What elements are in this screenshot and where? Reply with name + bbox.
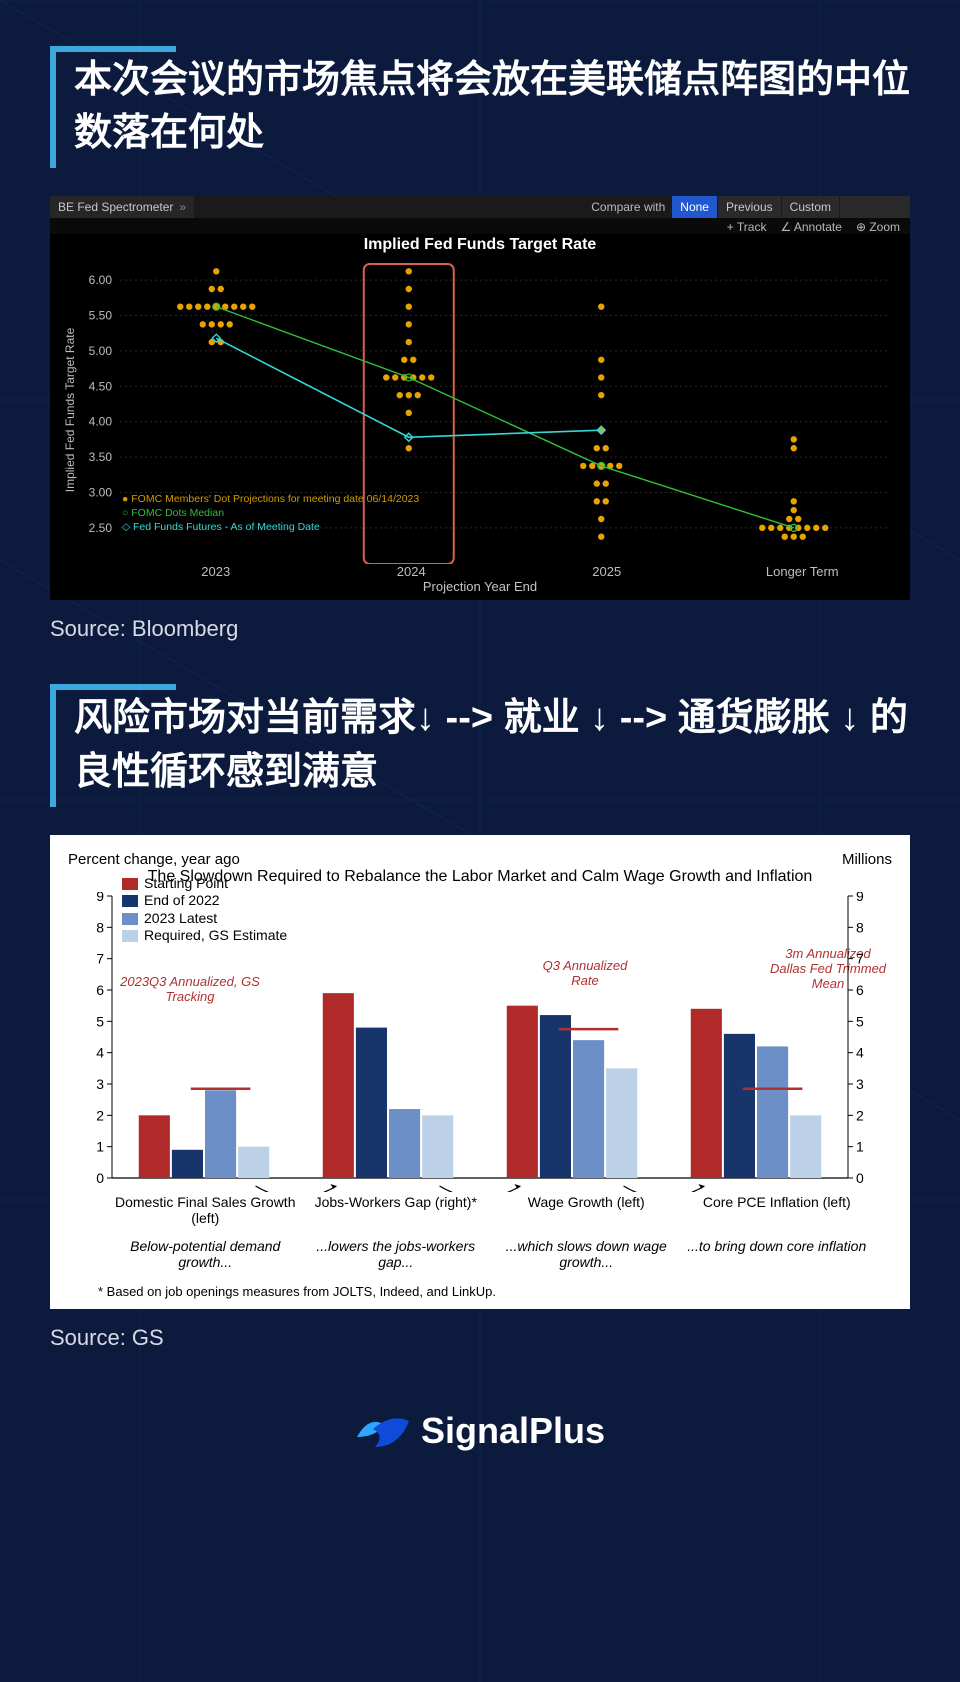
gs-sub-3: ...to bring down core inflation: [682, 1238, 873, 1270]
bb-xt-2024: 2024: [314, 564, 510, 579]
legend-fomc-dots: FOMC Members' Dot Projections for meetin…: [131, 493, 419, 505]
heading-accent-icon: [56, 684, 176, 690]
svg-text:6.00: 6.00: [89, 274, 113, 288]
gs-cat-0: Domestic Final Sales Growth (left): [110, 1194, 301, 1226]
compare-none-button[interactable]: None: [672, 196, 717, 218]
svg-text:Implied Fed Funds Target Rate: Implied Fed Funds Target Rate: [63, 328, 77, 493]
bloomberg-legend: ● FOMC Members' Dot Projections for meet…: [122, 492, 419, 535]
bloomberg-dot-plot: 2.50 3.00 3.50 4.00 4.50 5.00 5.50 6.00 Implied …: [60, 256, 900, 564]
compare-previous-button[interactable]: Previous: [718, 196, 781, 218]
section-heading-2-text: 风险市场对当前需求↓ --> 就业 ↓ --> 通货膨胀 ↓ 的良性循环感到满意: [74, 697, 908, 792]
bb-xt-lt: Longer Term: [705, 564, 901, 579]
svg-text:4.00: 4.00: [89, 415, 113, 429]
svg-text:7: 7: [96, 950, 104, 966]
legend-futures: Fed Funds Futures - As of Meeting Date: [133, 521, 320, 533]
source-bloomberg: Source: Bloomberg: [50, 616, 910, 642]
svg-text:1: 1: [96, 1138, 104, 1154]
svg-text:0: 0: [856, 1170, 864, 1186]
gs-right-axis-label: Millions: [842, 851, 892, 868]
footer: SignalPlus: [0, 1407, 960, 1460]
svg-text:1: 1: [856, 1138, 864, 1154]
gs-footnote: * Based on job openings measures from JO…: [68, 1270, 892, 1299]
svg-text:3.50: 3.50: [89, 450, 113, 464]
svg-text:2: 2: [96, 1107, 104, 1123]
legend-swatch-start: [122, 878, 138, 890]
annotate-tool-button[interactable]: ∠ Annotate: [780, 220, 841, 234]
compare-custom-button[interactable]: Custom: [782, 196, 839, 218]
svg-text:6: 6: [856, 982, 864, 998]
chevrons-right-icon: »: [179, 200, 186, 214]
source-gs: Source: GS: [50, 1325, 910, 1351]
svg-text:2.50: 2.50: [89, 521, 113, 535]
svg-text:2: 2: [856, 1107, 864, 1123]
svg-text:5.00: 5.00: [89, 344, 113, 358]
svg-text:3: 3: [96, 1076, 104, 1092]
svg-text:4: 4: [856, 1044, 864, 1060]
gs-bar-plot: 0 0 1 1 2 2 3 3 4 4 5 5 6 6 7 7 8 8 9 9: [68, 892, 892, 1192]
signalplus-logo-icon: [355, 1407, 411, 1455]
svg-text:7: 7: [856, 950, 864, 966]
section-heading-1: 本次会议的市场焦点将会放在美联储点阵图的中位数落在何处: [50, 46, 910, 168]
heading-accent-icon: [56, 46, 176, 52]
legend-median: FOMC Dots Median: [131, 507, 224, 519]
gs-cat-2: Wage Growth (left): [491, 1194, 682, 1226]
svg-text:9: 9: [96, 892, 104, 904]
gs-subtitles: Below-potential demand growth... ...lowe…: [68, 1226, 892, 1270]
gs-chart-card: Percent change, year ago Millions The Sl…: [50, 835, 910, 1309]
bloomberg-chart-title: Implied Fed Funds Target Rate: [50, 234, 910, 256]
bloomberg-chart-card: BE Fed Spectrometer » Compare with None …: [50, 196, 910, 600]
compare-with-label: Compare with: [585, 200, 671, 214]
section-heading-2: 风险市场对当前需求↓ --> 就业 ↓ --> 通货膨胀 ↓ 的良性循环感到满意: [50, 684, 910, 806]
bloomberg-x-label: Projection Year End: [50, 579, 910, 594]
svg-text:4: 4: [96, 1044, 104, 1060]
bloomberg-tools: + Track ∠ Annotate ⊕ Zoom: [50, 218, 910, 234]
bloomberg-topbar-blank: [840, 196, 910, 218]
bb-xt-2025: 2025: [509, 564, 705, 579]
svg-text:6: 6: [96, 982, 104, 998]
gs-cat-1: Jobs-Workers Gap (right)*: [301, 1194, 492, 1226]
legend-label-start: Starting Point: [144, 875, 228, 893]
svg-text:0: 0: [96, 1170, 104, 1186]
svg-text:3.00: 3.00: [89, 486, 113, 500]
section-heading-1-text: 本次会议的市场焦点将会放在美联储点阵图的中位数落在何处: [74, 59, 910, 154]
svg-text:5: 5: [96, 1013, 104, 1029]
bloomberg-x-ticks: 2023 2024 2025 Longer Term: [50, 564, 910, 579]
gs-sub-1: ...lowers the jobs-workers gap...: [301, 1238, 492, 1270]
gs-left-axis-label: Percent change, year ago: [68, 851, 240, 868]
signalplus-logo-text: SignalPlus: [421, 1410, 605, 1452]
svg-text:9: 9: [856, 892, 864, 904]
gs-sub-0: Below-potential demand growth...: [110, 1238, 301, 1270]
svg-text:5.50: 5.50: [89, 309, 113, 323]
bloomberg-topbar-title: BE Fed Spectrometer: [58, 200, 173, 214]
svg-text:3: 3: [856, 1076, 864, 1092]
svg-text:8: 8: [856, 919, 864, 935]
bloomberg-topbar: BE Fed Spectrometer » Compare with None …: [50, 196, 910, 218]
svg-text:5: 5: [856, 1013, 864, 1029]
zoom-tool-button[interactable]: ⊕ Zoom: [856, 220, 900, 234]
track-tool-button[interactable]: + Track: [727, 220, 767, 234]
gs-category-labels: Domestic Final Sales Growth (left) Jobs-…: [68, 1192, 892, 1226]
gs-cat-3: Core PCE Inflation (left): [682, 1194, 873, 1226]
bb-xt-2023: 2023: [118, 564, 314, 579]
svg-text:4.50: 4.50: [89, 380, 113, 394]
gs-sub-2: ...which slows down wage growth...: [491, 1238, 682, 1270]
svg-text:8: 8: [96, 919, 104, 935]
